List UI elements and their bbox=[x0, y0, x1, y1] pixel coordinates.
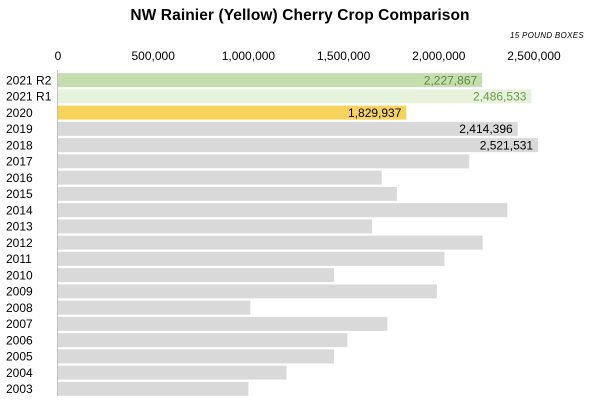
units-note: 15 POUND BOXES bbox=[509, 31, 584, 40]
bar-2004 bbox=[58, 365, 287, 380]
category-label: 2016 bbox=[6, 171, 33, 185]
x-tick-label: 2,000,000 bbox=[412, 49, 466, 63]
bar-2007 bbox=[58, 316, 388, 331]
x-axis-ticks: 0 500,000 1,000,000 1,500,000 2,000,000 2,500… bbox=[55, 49, 561, 63]
value-label: 1,829,937 bbox=[348, 106, 402, 120]
bar-2015 bbox=[58, 186, 397, 201]
bar-2016 bbox=[58, 170, 382, 185]
bar-2009 bbox=[58, 284, 437, 299]
bar-2018 bbox=[58, 138, 539, 153]
bar-2008 bbox=[58, 300, 251, 315]
category-label: 2012 bbox=[6, 236, 33, 250]
category-labels: 2021 R2 2021 R1 2020 2019 2018 2017 2016 2015 20… bbox=[6, 73, 52, 396]
bars bbox=[58, 73, 539, 396]
value-label: 2,486,533 bbox=[473, 90, 527, 104]
category-label: 2007 bbox=[6, 317, 33, 331]
chart-title: NW Rainier (Yellow) Cherry Crop Comparis… bbox=[130, 7, 470, 24]
category-label: 2013 bbox=[6, 220, 33, 234]
bar-2003 bbox=[58, 381, 249, 396]
bar-2017 bbox=[58, 154, 470, 169]
category-label: 2021 R1 bbox=[6, 90, 52, 104]
bar-2005 bbox=[58, 349, 335, 364]
category-label: 2019 bbox=[6, 122, 33, 136]
category-label: 2017 bbox=[6, 155, 33, 169]
bar-2021-r2 bbox=[58, 73, 483, 88]
x-tick-label: 2,500,000 bbox=[507, 49, 561, 63]
category-label: 2018 bbox=[6, 138, 33, 152]
category-label: 2004 bbox=[6, 366, 33, 380]
x-tick-label: 1,500,000 bbox=[317, 49, 371, 63]
x-tick-label: 0 bbox=[55, 49, 62, 63]
value-label: 2,521,531 bbox=[480, 138, 534, 152]
category-label: 2008 bbox=[6, 301, 33, 315]
bar-2014 bbox=[58, 203, 508, 218]
category-label: 2003 bbox=[6, 382, 33, 396]
x-tick-label: 500,000 bbox=[132, 49, 176, 63]
bar-2020 bbox=[58, 105, 407, 120]
x-tick-label: 1,000,000 bbox=[222, 49, 276, 63]
category-label: 2005 bbox=[6, 350, 33, 364]
value-label: 2,227,867 bbox=[424, 73, 478, 87]
value-labels: 2,227,867 2,486,533 1,829,937 2,414,396 2,52… bbox=[348, 73, 533, 152]
category-label: 2015 bbox=[6, 187, 33, 201]
category-label: 2010 bbox=[6, 268, 33, 282]
bar-2011 bbox=[58, 251, 445, 266]
category-label: 2009 bbox=[6, 285, 33, 299]
bar-2012 bbox=[58, 235, 483, 250]
bar-2010 bbox=[58, 268, 335, 283]
bar-2006 bbox=[58, 333, 348, 348]
category-label: 2014 bbox=[6, 203, 33, 217]
category-label: 2021 R2 bbox=[6, 73, 52, 87]
bar-2019 bbox=[58, 121, 518, 136]
bar-2021-r1 bbox=[58, 89, 532, 104]
category-label: 2020 bbox=[6, 106, 33, 120]
bar-2013 bbox=[58, 219, 373, 234]
value-label: 2,414,396 bbox=[459, 122, 513, 136]
category-label: 2006 bbox=[6, 333, 33, 347]
category-label: 2011 bbox=[6, 252, 32, 266]
